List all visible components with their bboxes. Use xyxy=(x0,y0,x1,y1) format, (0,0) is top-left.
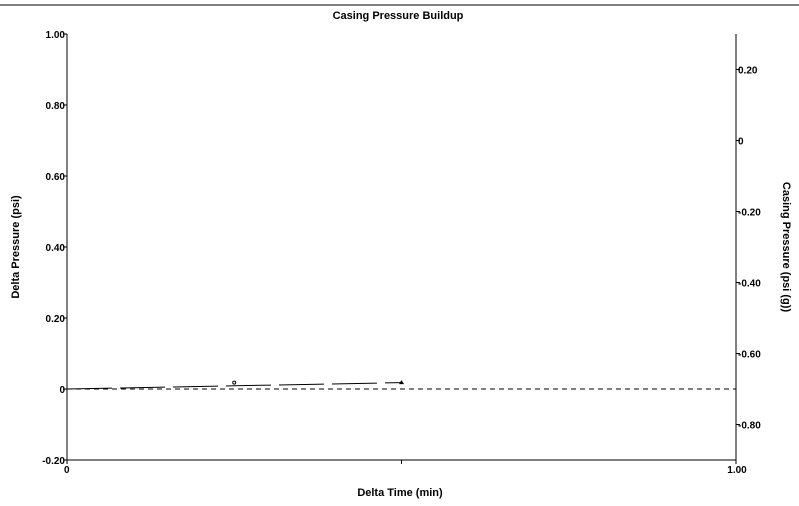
bottom-axis-ticks: 0 1.00 xyxy=(64,460,747,476)
right-axis-ticks: -0.80 -0.60 -0.40 -0.20 0 0.20 xyxy=(736,66,761,432)
y-tick-label: 0 xyxy=(59,385,65,396)
y-tick-label: 0.40 xyxy=(46,243,66,254)
x-axis-label: Delta Time (min) xyxy=(357,487,443,499)
data-point-marker xyxy=(399,380,404,385)
y2-tick-label: 0 xyxy=(738,137,744,148)
y2-tick-label: -0.80 xyxy=(738,421,761,432)
y2-tick-label: 0.20 xyxy=(738,66,758,77)
chart-title: Casing Pressure Buildup xyxy=(333,10,464,22)
x-tick-label: 1.00 xyxy=(727,465,747,476)
y-tick-label: 0.80 xyxy=(46,101,66,112)
plot-series xyxy=(66,380,736,390)
y-axis-label: Delta Pressure (psi) xyxy=(10,195,22,299)
y-tick-label: 0.60 xyxy=(46,172,66,183)
y-tick-label: 0.20 xyxy=(46,314,66,325)
y2-tick-label: -0.60 xyxy=(738,350,761,361)
y-tick-label: 1.00 xyxy=(46,30,66,41)
y2-axis-label: Casing Pressure (psi (g)) xyxy=(780,182,792,313)
data-point-marker xyxy=(232,380,237,385)
left-axis-ticks: -0.20 0 0.20 0.40 0.60 0.80 1.00 xyxy=(42,30,67,467)
x-tick-label: 0 xyxy=(64,465,70,476)
y2-tick-label: -0.40 xyxy=(738,279,761,290)
series-line-0 xyxy=(66,382,402,390)
y2-tick-label: -0.20 xyxy=(738,208,761,219)
y-tick-label: -0.20 xyxy=(42,456,65,467)
